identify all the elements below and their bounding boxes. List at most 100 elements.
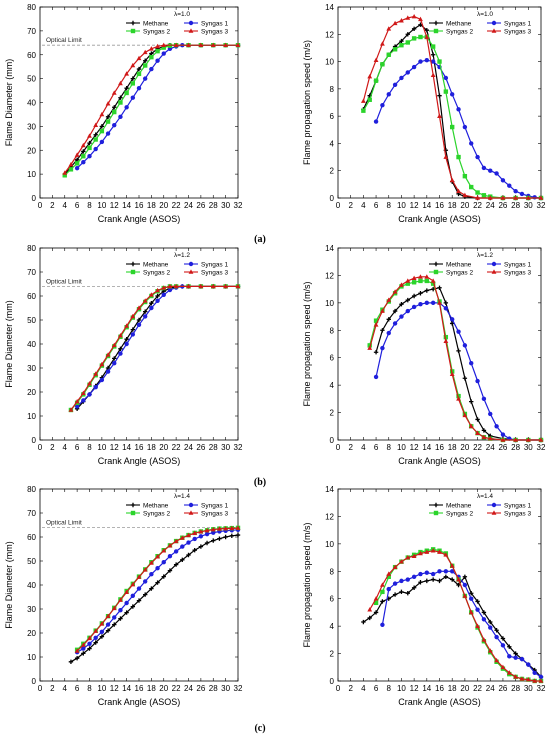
- data-point-methane: [149, 301, 154, 306]
- data-point-syngas-3: [99, 621, 105, 626]
- data-point-methane: [142, 309, 148, 314]
- x-tick-label: 0: [336, 443, 341, 452]
- legend-label-syngas-1: Syngas 1: [201, 261, 228, 268]
- data-point-syngas-3: [136, 574, 142, 579]
- data-point-syngas-1: [93, 635, 98, 640]
- data-point-syngas-2: [367, 97, 372, 102]
- data-point-syngas-1: [424, 58, 430, 63]
- legend-marker-methane: [130, 261, 136, 267]
- y-tick-label: 0: [32, 436, 37, 445]
- optical-limit-label: Optical Limit: [46, 278, 82, 285]
- data-point-syngas-3: [519, 676, 525, 681]
- plot-frame: [337, 6, 542, 199]
- legend-label-syngas-2: Syngas 2: [143, 510, 170, 517]
- data-point-syngas-3: [360, 98, 366, 103]
- data-point-syngas-3: [186, 42, 191, 47]
- y-tick-label: 14: [325, 485, 334, 494]
- data-point-methane: [142, 58, 148, 63]
- x-tick-label: 32: [234, 684, 243, 693]
- data-point-methane: [93, 132, 98, 137]
- y-tick-label: 20: [27, 629, 36, 638]
- data-point-syngas-3: [487, 648, 493, 653]
- data-point-methane: [124, 337, 129, 342]
- data-point-methane: [235, 532, 241, 538]
- data-point-syngas-1: [192, 536, 197, 542]
- legend-title: λ=1.0: [477, 11, 493, 18]
- chart-panel-1: 0 2 4 6 8 10 12 14 16 18 20 22 24 26 28 30 3201020304050…: [4, 3, 243, 224]
- data-point-syngas-3: [399, 282, 404, 287]
- data-point-syngas-1: [74, 165, 80, 171]
- data-point-syngas-3: [532, 678, 538, 683]
- x-tick-label: 32: [537, 684, 546, 693]
- x-tick-label: 14: [422, 201, 431, 210]
- legend: λ=1.0 Methane Syngas 1 Syngas 2 Syngas 3: [429, 11, 531, 35]
- x-tick-label: 0: [336, 201, 341, 210]
- data-point-syngas-1: [513, 188, 518, 194]
- x-axis-title: Crank Angle (ASOS): [98, 697, 181, 707]
- legend-label-syngas-3: Syngas 3: [504, 269, 531, 276]
- legend-marker-syngas-2: [433, 28, 439, 34]
- x-tick-label: 16: [135, 684, 144, 693]
- data-point-syngas-3: [223, 42, 229, 47]
- data-point-syngas-1: [112, 122, 117, 128]
- data-point-syngas-3: [173, 283, 179, 289]
- data-point-syngas-1: [186, 540, 191, 545]
- legend: λ=1.4 Methane Syngas 1 Syngas 2 Syngas 3: [126, 493, 228, 517]
- x-tick-label: 8: [87, 443, 92, 452]
- y-tick-label: 60: [27, 51, 36, 60]
- y-tick-label: 70: [27, 268, 36, 277]
- data-point-syngas-3: [411, 275, 417, 280]
- data-point-syngas-1: [430, 571, 436, 577]
- data-point-syngas-1: [373, 119, 379, 124]
- x-tick-label: 28: [209, 684, 218, 693]
- data-point-methane: [392, 592, 398, 597]
- data-point-syngas-1: [392, 581, 398, 586]
- data-point-syngas-3: [456, 396, 461, 401]
- data-point-methane: [405, 297, 410, 303]
- data-point-syngas-2: [469, 184, 474, 190]
- data-point-syngas-2: [411, 280, 417, 285]
- data-point-methane: [405, 591, 410, 596]
- chart-panel-6: 0 2 4 6 8 10 12 14 16 18 20 22 24 26 28 30 3202468101214…: [302, 485, 546, 707]
- data-point-syngas-1: [500, 432, 506, 437]
- panel-label: (c): [254, 723, 265, 734]
- data-point-methane: [488, 619, 493, 625]
- data-point-syngas-3: [105, 613, 111, 618]
- data-point-syngas-1: [462, 124, 468, 130]
- data-point-syngas-3: [161, 285, 167, 290]
- x-tick-label: 6: [75, 201, 80, 210]
- y-tick-label: 0: [330, 194, 335, 203]
- data-point-methane: [81, 149, 86, 154]
- data-point-syngas-2: [136, 71, 142, 77]
- data-point-methane: [443, 300, 449, 306]
- y-axis-title: Flame propagation speed (m/s): [302, 522, 312, 647]
- data-point-syngas-1: [373, 374, 379, 380]
- data-point-syngas-3: [386, 571, 392, 576]
- data-point-methane: [136, 317, 142, 323]
- data-point-syngas-1: [130, 593, 136, 598]
- data-point-methane: [424, 27, 430, 33]
- data-point-syngas-3: [405, 278, 411, 283]
- data-point-syngas-3: [418, 16, 423, 22]
- data-point-syngas-2: [399, 43, 404, 48]
- data-point-syngas-1: [142, 314, 148, 319]
- data-point-syngas-2: [475, 190, 480, 195]
- data-point-syngas-1: [443, 569, 449, 574]
- data-point-methane: [180, 557, 185, 562]
- data-point-methane: [204, 540, 210, 546]
- data-point-methane: [87, 140, 92, 146]
- data-point-syngas-2: [149, 54, 154, 60]
- data-point-syngas-3: [74, 399, 80, 404]
- data-point-syngas-3: [386, 297, 392, 302]
- data-point-methane: [513, 651, 518, 656]
- data-point-syngas-3: [142, 298, 148, 303]
- data-point-syngas-2: [112, 109, 117, 115]
- x-tick-label: 20: [159, 443, 168, 452]
- data-point-syngas-3: [525, 677, 531, 682]
- data-point-syngas-3: [424, 34, 430, 39]
- y-tick-label: 10: [27, 653, 36, 662]
- x-axis-title: Crank Angle (ASOS): [98, 456, 181, 466]
- data-point-methane: [481, 428, 487, 433]
- data-point-methane: [424, 578, 430, 584]
- y-tick-label: 50: [27, 316, 36, 325]
